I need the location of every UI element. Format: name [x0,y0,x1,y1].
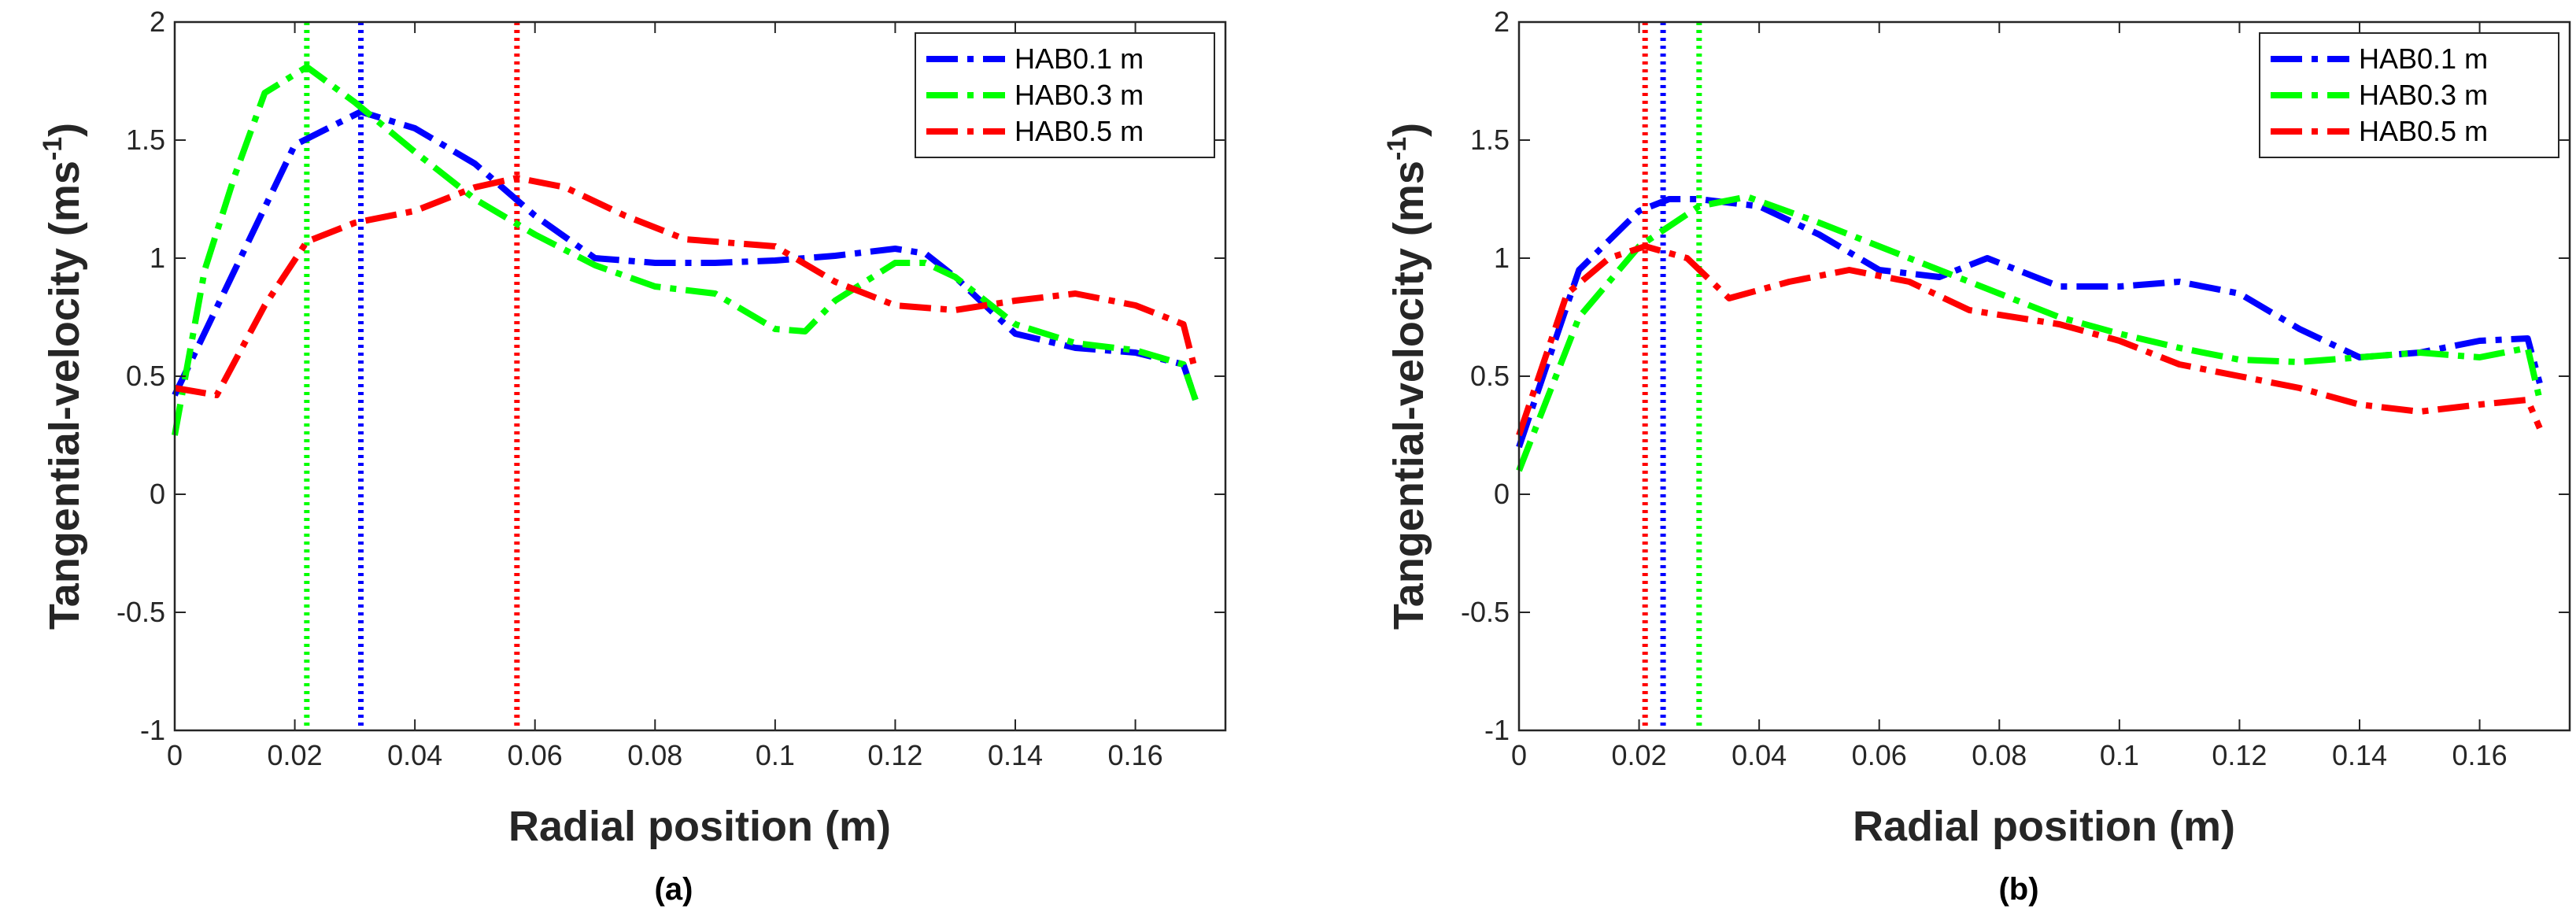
panel-a-ytick-label: 1 [150,242,165,274]
panel-a-ticks: 0 0.02 0.04 0.06 0.08 0.1 0.12 0.14 0.16 -1 -0.5 0 0… [116,6,1225,771]
panel-b-legend: HAB0.1 m HAB0.3 m HAB0.5 m [2259,32,2559,158]
panel-a-ylabel: Tangential-velocity (ms-1) [38,123,88,630]
panel-a-legend-box [915,32,1215,158]
panel-a-xtick-label: 0.12 [867,739,922,771]
panel-a-ytick-label: 0.5 [126,360,165,392]
panel-a-xtick-label: 0.04 [387,739,442,771]
panel-a-ytick-label: 1.5 [126,124,165,156]
panel-b-xtick-label: 0.06 [1852,739,1907,771]
panel-b-ytick-label: 1 [1494,242,1510,274]
panel-b-series [1516,194,2543,472]
panel-a-ylabel-main: Tangential-velocity (ms [41,161,88,630]
panel-a-label: (a) [655,872,693,907]
panel-b-xtick-label: 0.04 [1732,739,1787,771]
panel-b-xtick-label: 0.16 [2452,739,2508,771]
panel-a-xtick-label: 0.06 [508,739,563,771]
panel-b-ytick-label: -0.5 [1461,596,1510,628]
panel-a-legend: HAB0.1 m HAB0.3 m HAB0.5 m [915,32,1215,158]
panel-b-xtick-label: 0.14 [2332,739,2387,771]
panel-b-xtick-label: 0.1 [2100,739,2139,771]
panel-b: 0 0.02 0.04 0.06 0.08 0.1 0.12 0.14 0.16 -1 -0.5 0 0… [1382,6,2571,907]
panel-b-series-line-2 [1516,194,2543,472]
panel-a-ylabel-close: ) [41,123,88,137]
panel-a-ylabel-sup: -1 [38,137,68,161]
panel-a-xtick-label: 0.08 [627,739,682,771]
panel-b-ytick-label: 0 [1494,478,1510,510]
panel-a: 0 0.02 0.04 0.06 0.08 0.1 0.12 0.14 0.16 -1 -0.5 0 0… [38,6,1227,907]
panel-a-ytick-label: -1 [140,714,165,746]
panel-a-xtick-label: 0.02 [268,739,323,771]
panel-a-series [172,64,1199,436]
panel-b-xtick-label: 0.08 [1972,739,2027,771]
panel-b-vlines [1642,22,1702,730]
panel-b-xlabel: Radial position (m) [1853,803,2235,850]
panel-a-xtick-label: 0.16 [1108,739,1163,771]
panel-a-xlabel: Radial position (m) [508,803,891,850]
panel-b-xtick-label: 0.02 [1612,739,1667,771]
panel-a-ytick-label: 2 [150,6,165,38]
panel-a-xtick-label: 0.1 [756,739,795,771]
panel-a-legend-label-3: HAB0.5 m [1015,115,1144,147]
panel-b-series-line-3 [1516,243,2543,437]
panel-a-series-line-3 [174,175,1199,398]
panel-a-ytick-label: 0 [150,478,165,510]
panel-a-legend-label-2: HAB0.3 m [1015,79,1144,111]
panel-b-xtick-label: 0.12 [2212,739,2267,771]
panel-b-series-line-1 [1516,196,2543,449]
panel-b-legend-label-1: HAB0.1 m [2359,43,2488,75]
panel-b-ytick-label: 1.5 [1470,124,1510,156]
panel-b-ylabel-main: Tangential-velocity (ms [1385,161,1432,630]
panel-b-ticks: 0 0.02 0.04 0.06 0.08 0.1 0.12 0.14 0.16 -1 -0.5 0 0… [1461,6,2570,771]
panel-b-xtick-label: 0 [1511,739,1527,771]
panel-b-ytick-label: -1 [1484,714,1510,746]
panel-b-label: (b) [1998,872,2038,907]
panel-a-series-line-2 [172,64,1199,436]
panel-b-legend-box [2259,32,2559,158]
panel-a-xtick-label: 0.14 [988,739,1043,771]
panel-b-legend-label-2: HAB0.3 m [2359,79,2488,111]
panel-b-legend-label-3: HAB0.5 m [2359,115,2488,147]
panel-a-xtick-label: 0 [167,739,183,771]
panel-b-ylabel-sup: -1 [1382,137,1412,161]
panel-a-ytick-label: -0.5 [116,596,165,628]
panel-b-ytick-label: 2 [1494,6,1510,38]
panel-a-legend-label-1: HAB0.1 m [1015,43,1144,75]
panel-b-ylabel-close: ) [1385,123,1432,137]
panel-b-ylabel: Tangential-velocity (ms-1) [1382,123,1432,630]
panel-b-ytick-label: 0.5 [1470,360,1510,392]
